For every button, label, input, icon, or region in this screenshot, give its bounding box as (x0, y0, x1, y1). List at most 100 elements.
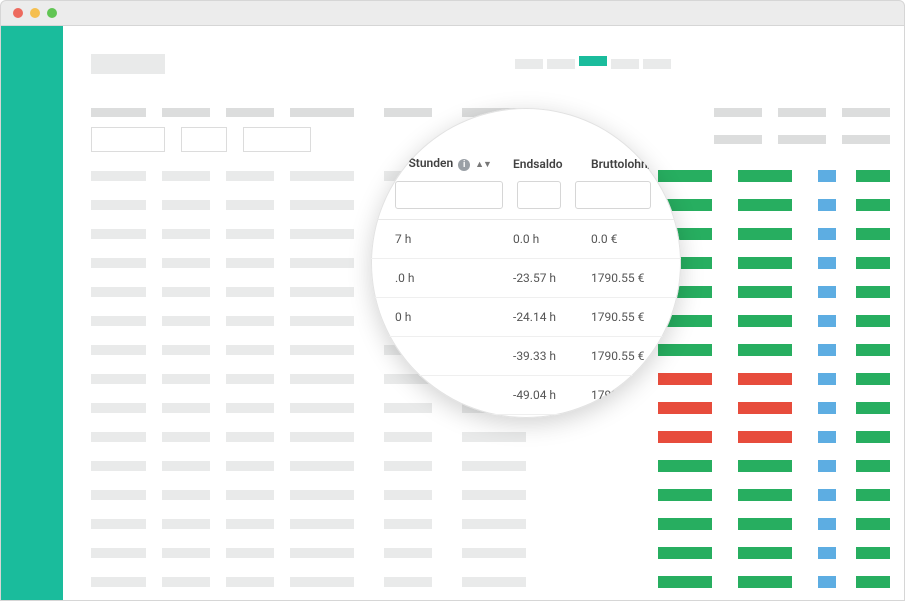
status-pill (856, 547, 890, 559)
col-header-skeleton (714, 135, 762, 144)
window-minimize-icon[interactable] (30, 8, 40, 18)
cell-skeleton (384, 577, 432, 587)
cell-skeleton (226, 316, 274, 326)
status-pill (818, 199, 836, 211)
col-header-skeleton[interactable] (162, 108, 210, 117)
cell-skeleton (226, 229, 274, 239)
lens-col-stunden[interactable]: te Stunden i ▲▼ (395, 156, 495, 171)
status-pill (856, 257, 890, 269)
status-pill (856, 315, 890, 327)
lens-cell-brutto: 1790.55 € (591, 388, 651, 402)
col-header-skeleton[interactable] (842, 108, 890, 117)
lens-cell-brutto: 1790.55 € (591, 271, 651, 285)
cell-skeleton (162, 490, 210, 500)
pager-active[interactable] (579, 56, 607, 66)
pager-next[interactable] (643, 59, 671, 69)
cell-skeleton (162, 287, 210, 297)
pager-cell[interactable] (611, 59, 639, 69)
status-pill (658, 576, 712, 588)
status-pill (856, 286, 890, 298)
lens-cell-stunden (395, 388, 495, 402)
table-row[interactable] (91, 518, 890, 530)
info-icon[interactable]: i (458, 159, 470, 171)
status-pill (818, 489, 836, 501)
cell-skeleton (290, 171, 354, 181)
status-pill (856, 460, 890, 472)
lens-cell-endsaldo: -39.33 h (513, 349, 573, 363)
cell-skeleton (290, 403, 354, 413)
filter-input[interactable] (181, 127, 227, 152)
lens-row[interactable]: -49.04 h1790.55 € (371, 376, 681, 415)
lens-filter-brutto[interactable] (575, 181, 651, 209)
cell-skeleton (162, 316, 210, 326)
lens-filter-stunden[interactable] (395, 181, 503, 209)
status-pill (818, 257, 836, 269)
cell-skeleton (290, 229, 354, 239)
cell-skeleton (290, 374, 354, 384)
cell-skeleton (162, 577, 210, 587)
cell-skeleton (91, 403, 146, 413)
status-pill (856, 344, 890, 356)
table-row[interactable] (91, 460, 890, 472)
filter-input[interactable] (243, 127, 311, 152)
cell-skeleton (462, 577, 526, 587)
cell-skeleton (290, 519, 354, 529)
status-pill (738, 489, 792, 501)
lens-cell-endsaldo: -23.57 h (513, 271, 573, 285)
status-pill (818, 402, 836, 414)
pager-prev[interactable] (515, 59, 543, 69)
status-pill (818, 315, 836, 327)
status-pill (738, 315, 792, 327)
status-pill (658, 547, 712, 559)
lens-cell-endsaldo: -24.14 h (513, 310, 573, 324)
period-pager (515, 59, 671, 69)
lens-row[interactable]: 0 h-24.14 h1790.55 € (371, 298, 681, 337)
filter-input[interactable] (91, 127, 165, 152)
table-row[interactable] (91, 489, 890, 501)
lens-row[interactable]: .0 h-23.57 h1790.55 € (371, 259, 681, 298)
table-row[interactable] (91, 576, 890, 588)
lens-cell-stunden: 7 h (395, 232, 495, 246)
window-zoom-icon[interactable] (47, 8, 57, 18)
status-pill (738, 431, 792, 443)
cell-skeleton (91, 519, 146, 529)
status-pill (738, 460, 792, 472)
lens-row[interactable]: 7 h0.0 h0.0 € (371, 220, 681, 259)
lens-col-endsaldo[interactable]: Endsaldo (513, 157, 573, 171)
lens-row[interactable]: -9.83 h17 (371, 415, 681, 418)
col-header-skeleton[interactable] (290, 108, 354, 117)
table-row[interactable] (91, 547, 890, 559)
col-header-skeleton[interactable] (714, 108, 762, 117)
cell-skeleton (290, 345, 354, 355)
col-header-skeleton[interactable] (778, 108, 826, 117)
col-header-skeleton[interactable] (226, 108, 274, 117)
col-header-skeleton[interactable] (91, 108, 146, 117)
cell-skeleton (226, 577, 274, 587)
status-pill (738, 257, 792, 269)
cell-skeleton (384, 490, 432, 500)
cell-skeleton (462, 548, 526, 558)
status-pill (856, 228, 890, 240)
cell-skeleton (91, 432, 146, 442)
cell-skeleton (162, 229, 210, 239)
cell-skeleton (91, 374, 146, 384)
lens-cell-brutto: 1790.55 € (591, 349, 651, 363)
pager-cell[interactable] (547, 59, 575, 69)
cell-skeleton (91, 548, 146, 558)
lens-col-bruttolohn[interactable]: Bruttolohn/geh. (591, 157, 676, 171)
lens-row[interactable]: -39.33 h 1790.55 € (371, 337, 681, 376)
cell-skeleton (162, 461, 210, 471)
status-pill (818, 373, 836, 385)
lens-filter-endsaldo[interactable] (517, 181, 561, 209)
cell-skeleton (91, 577, 146, 587)
cell-skeleton (162, 519, 210, 529)
status-pill (856, 489, 890, 501)
sort-icon[interactable]: ▲▼ (475, 160, 491, 170)
cell-skeleton (290, 287, 354, 297)
cell-skeleton (226, 461, 274, 471)
window-close-icon[interactable] (13, 8, 23, 18)
page-title-skeleton (91, 54, 165, 74)
cell-skeleton (384, 519, 432, 529)
col-header-skeleton (778, 135, 826, 144)
table-row[interactable] (91, 431, 890, 443)
